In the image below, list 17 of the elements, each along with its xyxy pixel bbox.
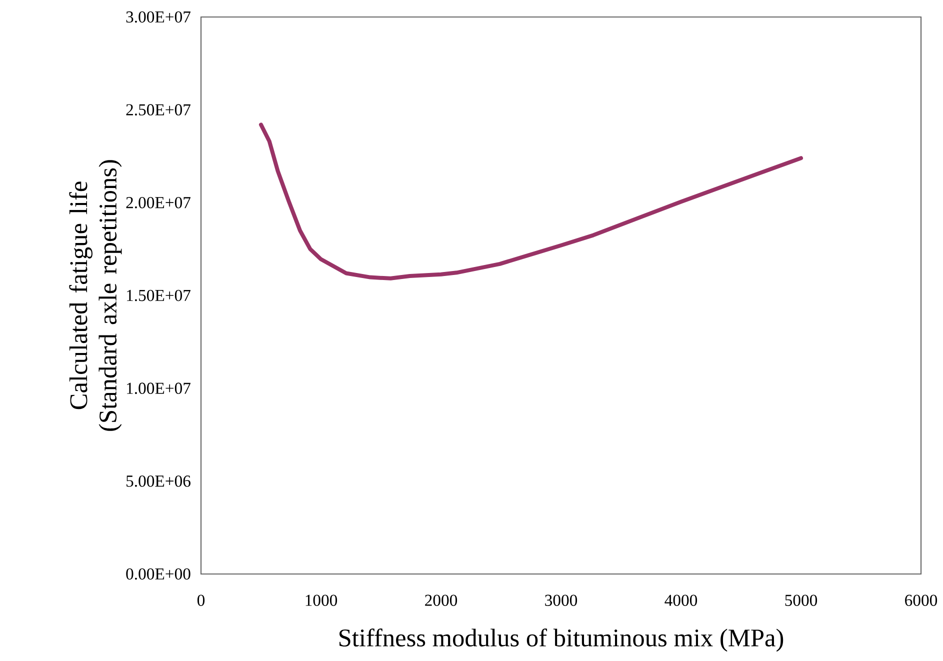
x-axis-title: Stiffness modulus of bituminous mix (MPa) [339,628,784,652]
x-tick-label: 3000 [545,594,578,606]
x-tick-label: 5000 [785,594,818,606]
x-tick-label: 2000 [425,594,458,606]
x-tick-label: 0 [197,594,205,606]
y-tick-label: 0.00E+00 [126,568,190,580]
y-tick-label: 1.00E+07 [127,382,190,394]
x-tick-label: 4000 [664,594,698,606]
y-tick-label: 2.00E+07 [126,197,190,208]
x-tick-label: 1000 [306,594,338,606]
y-tick-label: 3.00E+07 [126,11,190,23]
x-tick-label: 6000 [905,594,938,606]
y-tick-label: 2.50E+07 [126,104,190,116]
y-tick-label: 5.00E+06 [126,476,190,487]
line-series [259,122,803,280]
y-tick-label: 1.50E+07 [127,290,190,302]
y-axis-title: Calculated fatigue life (Standard axle repetitions) [69,160,122,431]
